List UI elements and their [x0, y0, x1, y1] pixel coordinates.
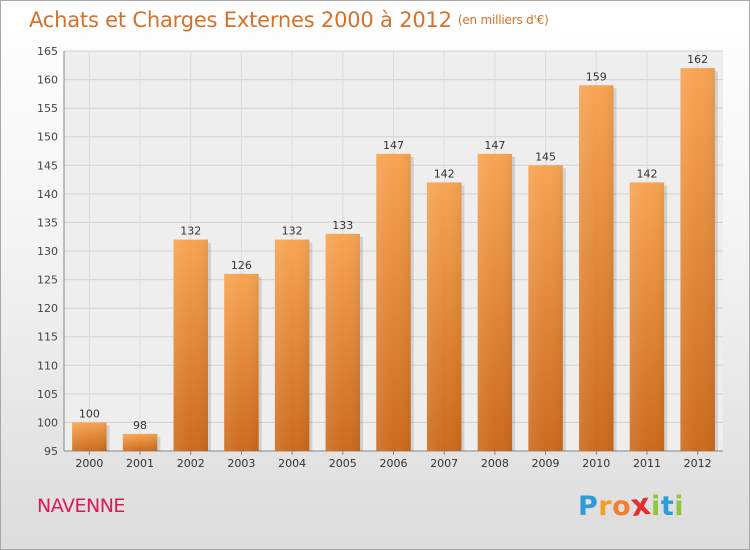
proxiti-logo: Proxiti	[578, 486, 684, 525]
bar-shine	[376, 153, 411, 451]
x-tick-label: 2010	[582, 457, 610, 470]
y-tick-label: 145	[37, 159, 58, 172]
bar-shine	[426, 182, 462, 451]
x-tick-label: 2003	[227, 457, 255, 470]
x-tick-label: 2007	[430, 457, 458, 470]
bar-shine	[173, 239, 208, 451]
data-label: 162	[687, 53, 708, 66]
y-tick-label: 110	[37, 359, 58, 372]
logo-letter: i	[651, 491, 661, 522]
bar-shine	[224, 273, 259, 451]
x-tick-label: 2012	[684, 457, 712, 470]
bar-shine	[72, 422, 107, 451]
chart-title-text: Achats et Charges Externes 2000 à 2012	[29, 8, 452, 32]
y-tick-label: 150	[37, 131, 58, 144]
data-label: 100	[79, 407, 100, 420]
bar-shine	[680, 68, 715, 452]
bar-shine	[579, 85, 614, 452]
data-label: 147	[484, 139, 505, 152]
logo-letter: P	[578, 491, 599, 522]
chart-title: Achats et Charges Externes 2000 à 2012 (e…	[29, 8, 549, 32]
logo-letter: o	[612, 491, 632, 522]
x-tick-label: 2004	[278, 457, 306, 470]
data-label: 145	[535, 150, 556, 163]
y-tick-label: 100	[37, 416, 58, 429]
x-tick-label: 2002	[177, 457, 205, 470]
data-label: 126	[231, 259, 252, 272]
logo-letter: x	[628, 486, 654, 525]
y-tick-label: 160	[37, 74, 58, 87]
logo-letter: i	[674, 491, 684, 522]
y-tick-label: 105	[37, 388, 58, 401]
x-tick-label: 2001	[126, 457, 154, 470]
y-tick-label: 125	[37, 274, 58, 287]
data-label: 142	[636, 167, 657, 180]
x-tick-label: 2000	[75, 457, 103, 470]
x-tick-label: 2009	[532, 457, 560, 470]
y-tick-label: 95	[44, 445, 58, 458]
bar-shine	[325, 233, 361, 451]
data-label: 132	[282, 225, 303, 238]
data-label: 133	[332, 219, 353, 232]
y-tick-label: 120	[37, 302, 58, 315]
data-label: 98	[133, 419, 147, 432]
chart-subtitle: (en milliers d'€)	[457, 13, 549, 27]
x-tick-label: 2008	[481, 457, 509, 470]
y-tick-label: 115	[37, 331, 58, 344]
logo-letter: t	[660, 491, 675, 522]
bar-shine	[629, 182, 665, 451]
y-tick-label: 140	[37, 188, 58, 201]
data-label: 147	[383, 139, 404, 152]
data-label: 159	[586, 70, 607, 83]
x-tick-label: 2011	[633, 457, 661, 470]
logo-letter: r	[598, 491, 613, 522]
y-tick-label: 135	[37, 216, 58, 229]
bar-shine	[122, 433, 158, 451]
x-tick-label: 2006	[380, 457, 408, 470]
bar-shine	[528, 165, 563, 452]
bar-shine	[477, 153, 513, 451]
y-tick-label: 130	[37, 245, 58, 258]
x-tick-label: 2005	[329, 457, 357, 470]
y-tick-label: 155	[37, 102, 58, 115]
bar-shine	[274, 239, 310, 451]
y-tick-label: 165	[37, 45, 58, 58]
commune-name: NAVENNE	[37, 495, 125, 517]
data-label: 142	[434, 167, 455, 180]
data-label: 132	[180, 225, 201, 238]
